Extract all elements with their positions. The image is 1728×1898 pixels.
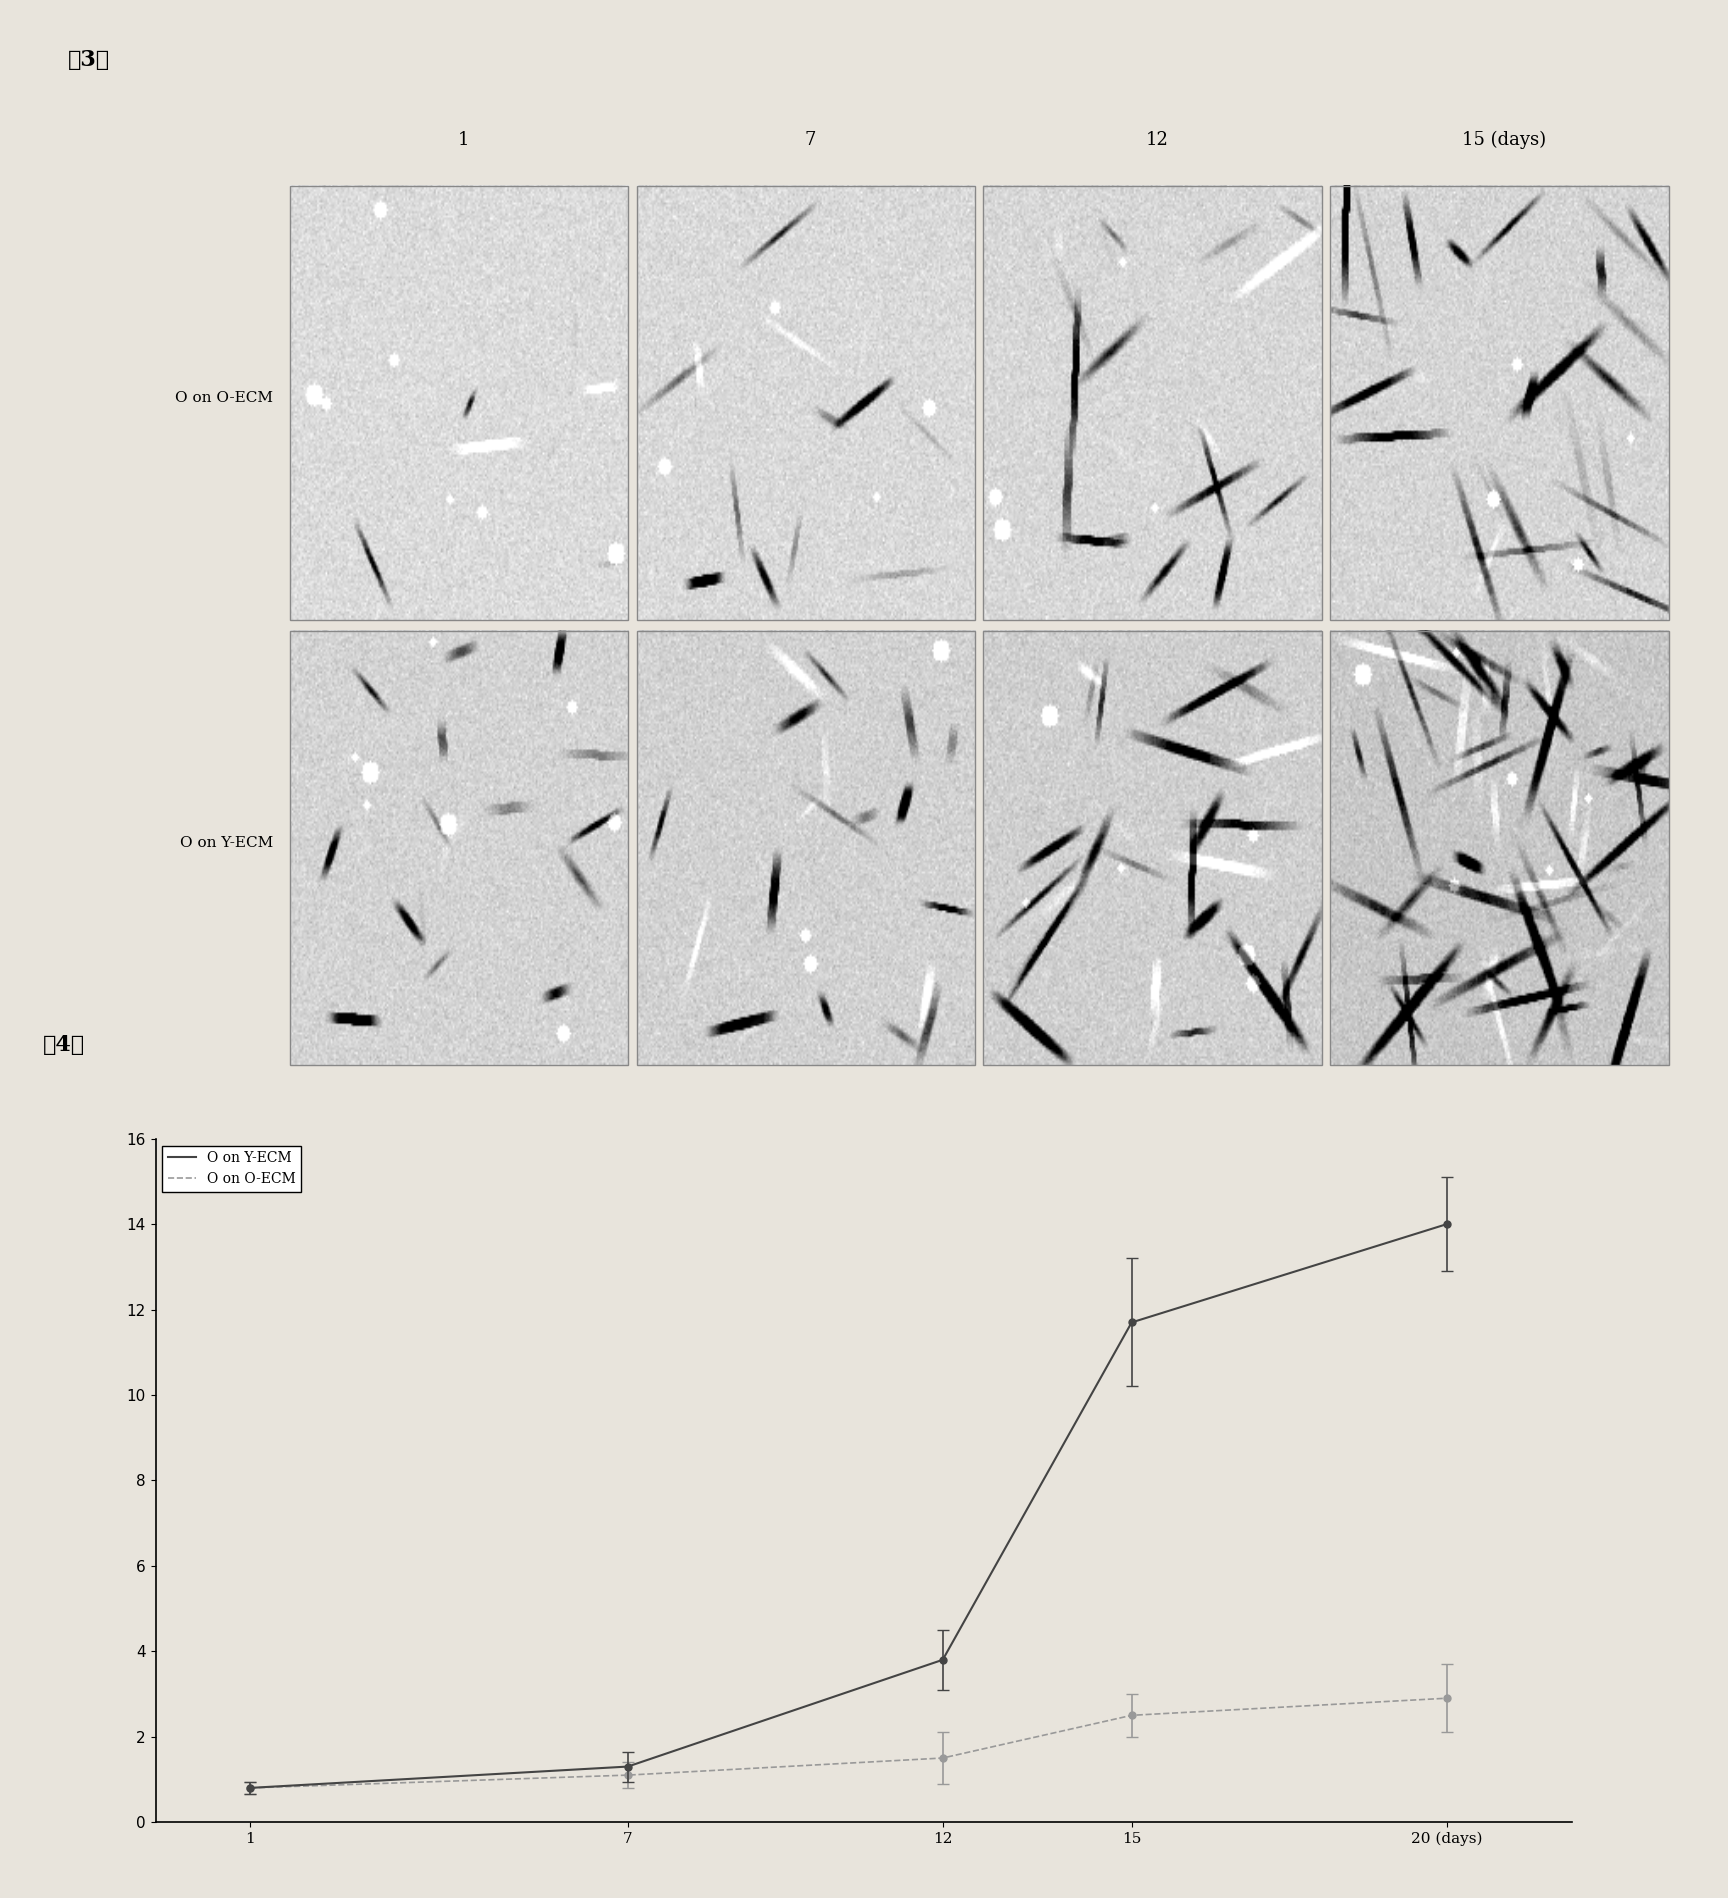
Text: O on O-ECM: O on O-ECM	[176, 391, 273, 404]
Text: 1: 1	[458, 131, 468, 150]
Text: 【4】: 【4】	[43, 1034, 85, 1057]
Bar	[290, 186, 629, 621]
Text: 7: 7	[804, 131, 816, 150]
Bar	[290, 630, 629, 1065]
Bar	[636, 630, 975, 1065]
Bar	[983, 186, 1322, 621]
Bar	[983, 630, 1322, 1065]
Legend: O on Y-ECM, O on O-ECM: O on Y-ECM, O on O-ECM	[162, 1146, 301, 1192]
Text: 15 (days): 15 (days)	[1462, 131, 1545, 150]
Bar	[1331, 630, 1669, 1065]
Text: O on Y-ECM: O on Y-ECM	[180, 835, 273, 850]
Bar	[1331, 186, 1669, 621]
Bar	[636, 186, 975, 621]
Text: 【3】: 【3】	[69, 49, 111, 70]
Text: 12: 12	[1146, 131, 1168, 150]
